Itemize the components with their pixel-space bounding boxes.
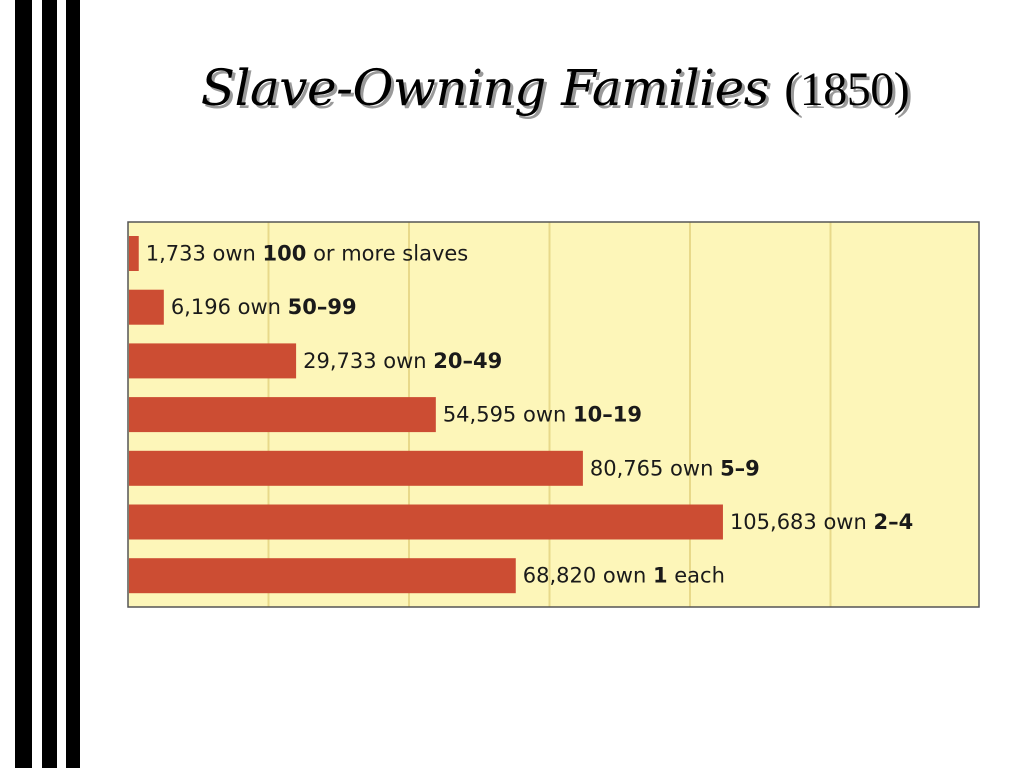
- bar-label-count: 80,765 own: [590, 456, 720, 480]
- decorative-stripe: [15, 0, 32, 768]
- bar-label-range: 20–49: [433, 349, 502, 373]
- bar-label-count: 54,595 own: [443, 403, 573, 427]
- bar-label-5: 80,765 own 5–9: [590, 456, 760, 480]
- bar-label-count: 29,733 own: [303, 349, 433, 373]
- bar-label-range: 5–9: [720, 456, 760, 480]
- bar-label-range: 1: [653, 564, 668, 588]
- bar-label-range: 2–4: [873, 510, 913, 534]
- bar-label-suffix: each: [668, 564, 725, 588]
- bar-label-3: 29,733 own 20–49: [303, 349, 502, 373]
- bar-2: [129, 289, 164, 325]
- bar-1: [129, 236, 139, 271]
- bar-4: [129, 397, 436, 433]
- bar-label-range: 100: [263, 242, 307, 266]
- bar-label-suffix: or more slaves: [306, 242, 468, 266]
- bar-label-7: 68,820 own 1 each: [523, 564, 725, 588]
- bar-label-count: 105,683 own: [730, 510, 874, 534]
- bar-7: [129, 558, 516, 594]
- decorative-stripe: [42, 0, 57, 768]
- plot-frame: [127, 221, 980, 608]
- bar-label-count: 1,733 own: [146, 242, 263, 266]
- decorative-stripe: [66, 0, 80, 768]
- bar-label-4: 54,595 own 10–19: [443, 403, 642, 427]
- bar-label-range: 10–19: [573, 403, 642, 427]
- title-year: (1850): [784, 63, 910, 116]
- bar-label-1: 1,733 own 100 or more slaves: [146, 242, 469, 266]
- bar-6: [129, 504, 723, 540]
- bar-5: [129, 450, 583, 486]
- bar-label-count: 68,820 own: [523, 564, 653, 588]
- title-text: Slave-Owning Families: [200, 59, 770, 117]
- slide-title: Slave-Owning Families (1850): [150, 52, 960, 126]
- bar-label-range: 50–99: [288, 295, 357, 319]
- bar-label-2: 6,196 own 50–99: [171, 295, 357, 319]
- bar-label-count: 6,196 own: [171, 295, 288, 319]
- bar-label-6: 105,683 own 2–4: [730, 510, 913, 534]
- bar-3: [129, 343, 297, 379]
